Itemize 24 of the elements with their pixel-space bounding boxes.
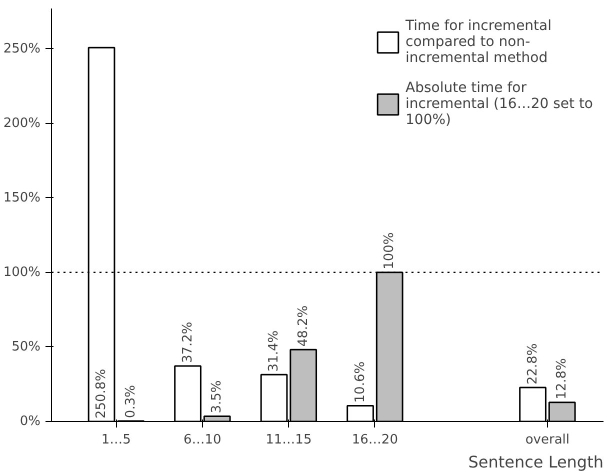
y-tick-label: 0% xyxy=(20,414,40,429)
y-tick-label: 100% xyxy=(3,264,41,280)
data-label: 100% xyxy=(382,232,398,270)
y-tick-label: 50% xyxy=(12,339,41,354)
y-tick-label: 250% xyxy=(3,41,41,56)
data-label: 0.3% xyxy=(123,385,138,418)
data-label: 12.8% xyxy=(554,358,570,400)
legend-label: Absolute time for incremental (16…20 set to 100%) xyxy=(406,80,593,128)
x-tick-label: 11…15 xyxy=(266,432,312,448)
data-label: 31.4% xyxy=(266,330,282,372)
data-label: 37.2% xyxy=(180,322,196,364)
x-tick-label: overall xyxy=(525,432,570,448)
data-label: 3.5% xyxy=(210,380,225,414)
x-axis-title: Sentence Length xyxy=(468,452,604,471)
x-tick-label: 16…20 xyxy=(352,432,398,448)
legend-label: Time for incremental compared to non-incremental method xyxy=(406,18,552,66)
y-tick-label: 200% xyxy=(3,116,41,131)
x-tick-label: 6…10 xyxy=(184,432,222,448)
x-tick-label: 1…5 xyxy=(101,432,131,448)
data-label: 22.8% xyxy=(525,343,540,385)
data-label: 48.2% xyxy=(296,305,311,347)
y-tick-label: 150% xyxy=(3,190,41,206)
data-label: 250.8% xyxy=(94,368,110,419)
data-label: 10.6% xyxy=(352,361,368,403)
